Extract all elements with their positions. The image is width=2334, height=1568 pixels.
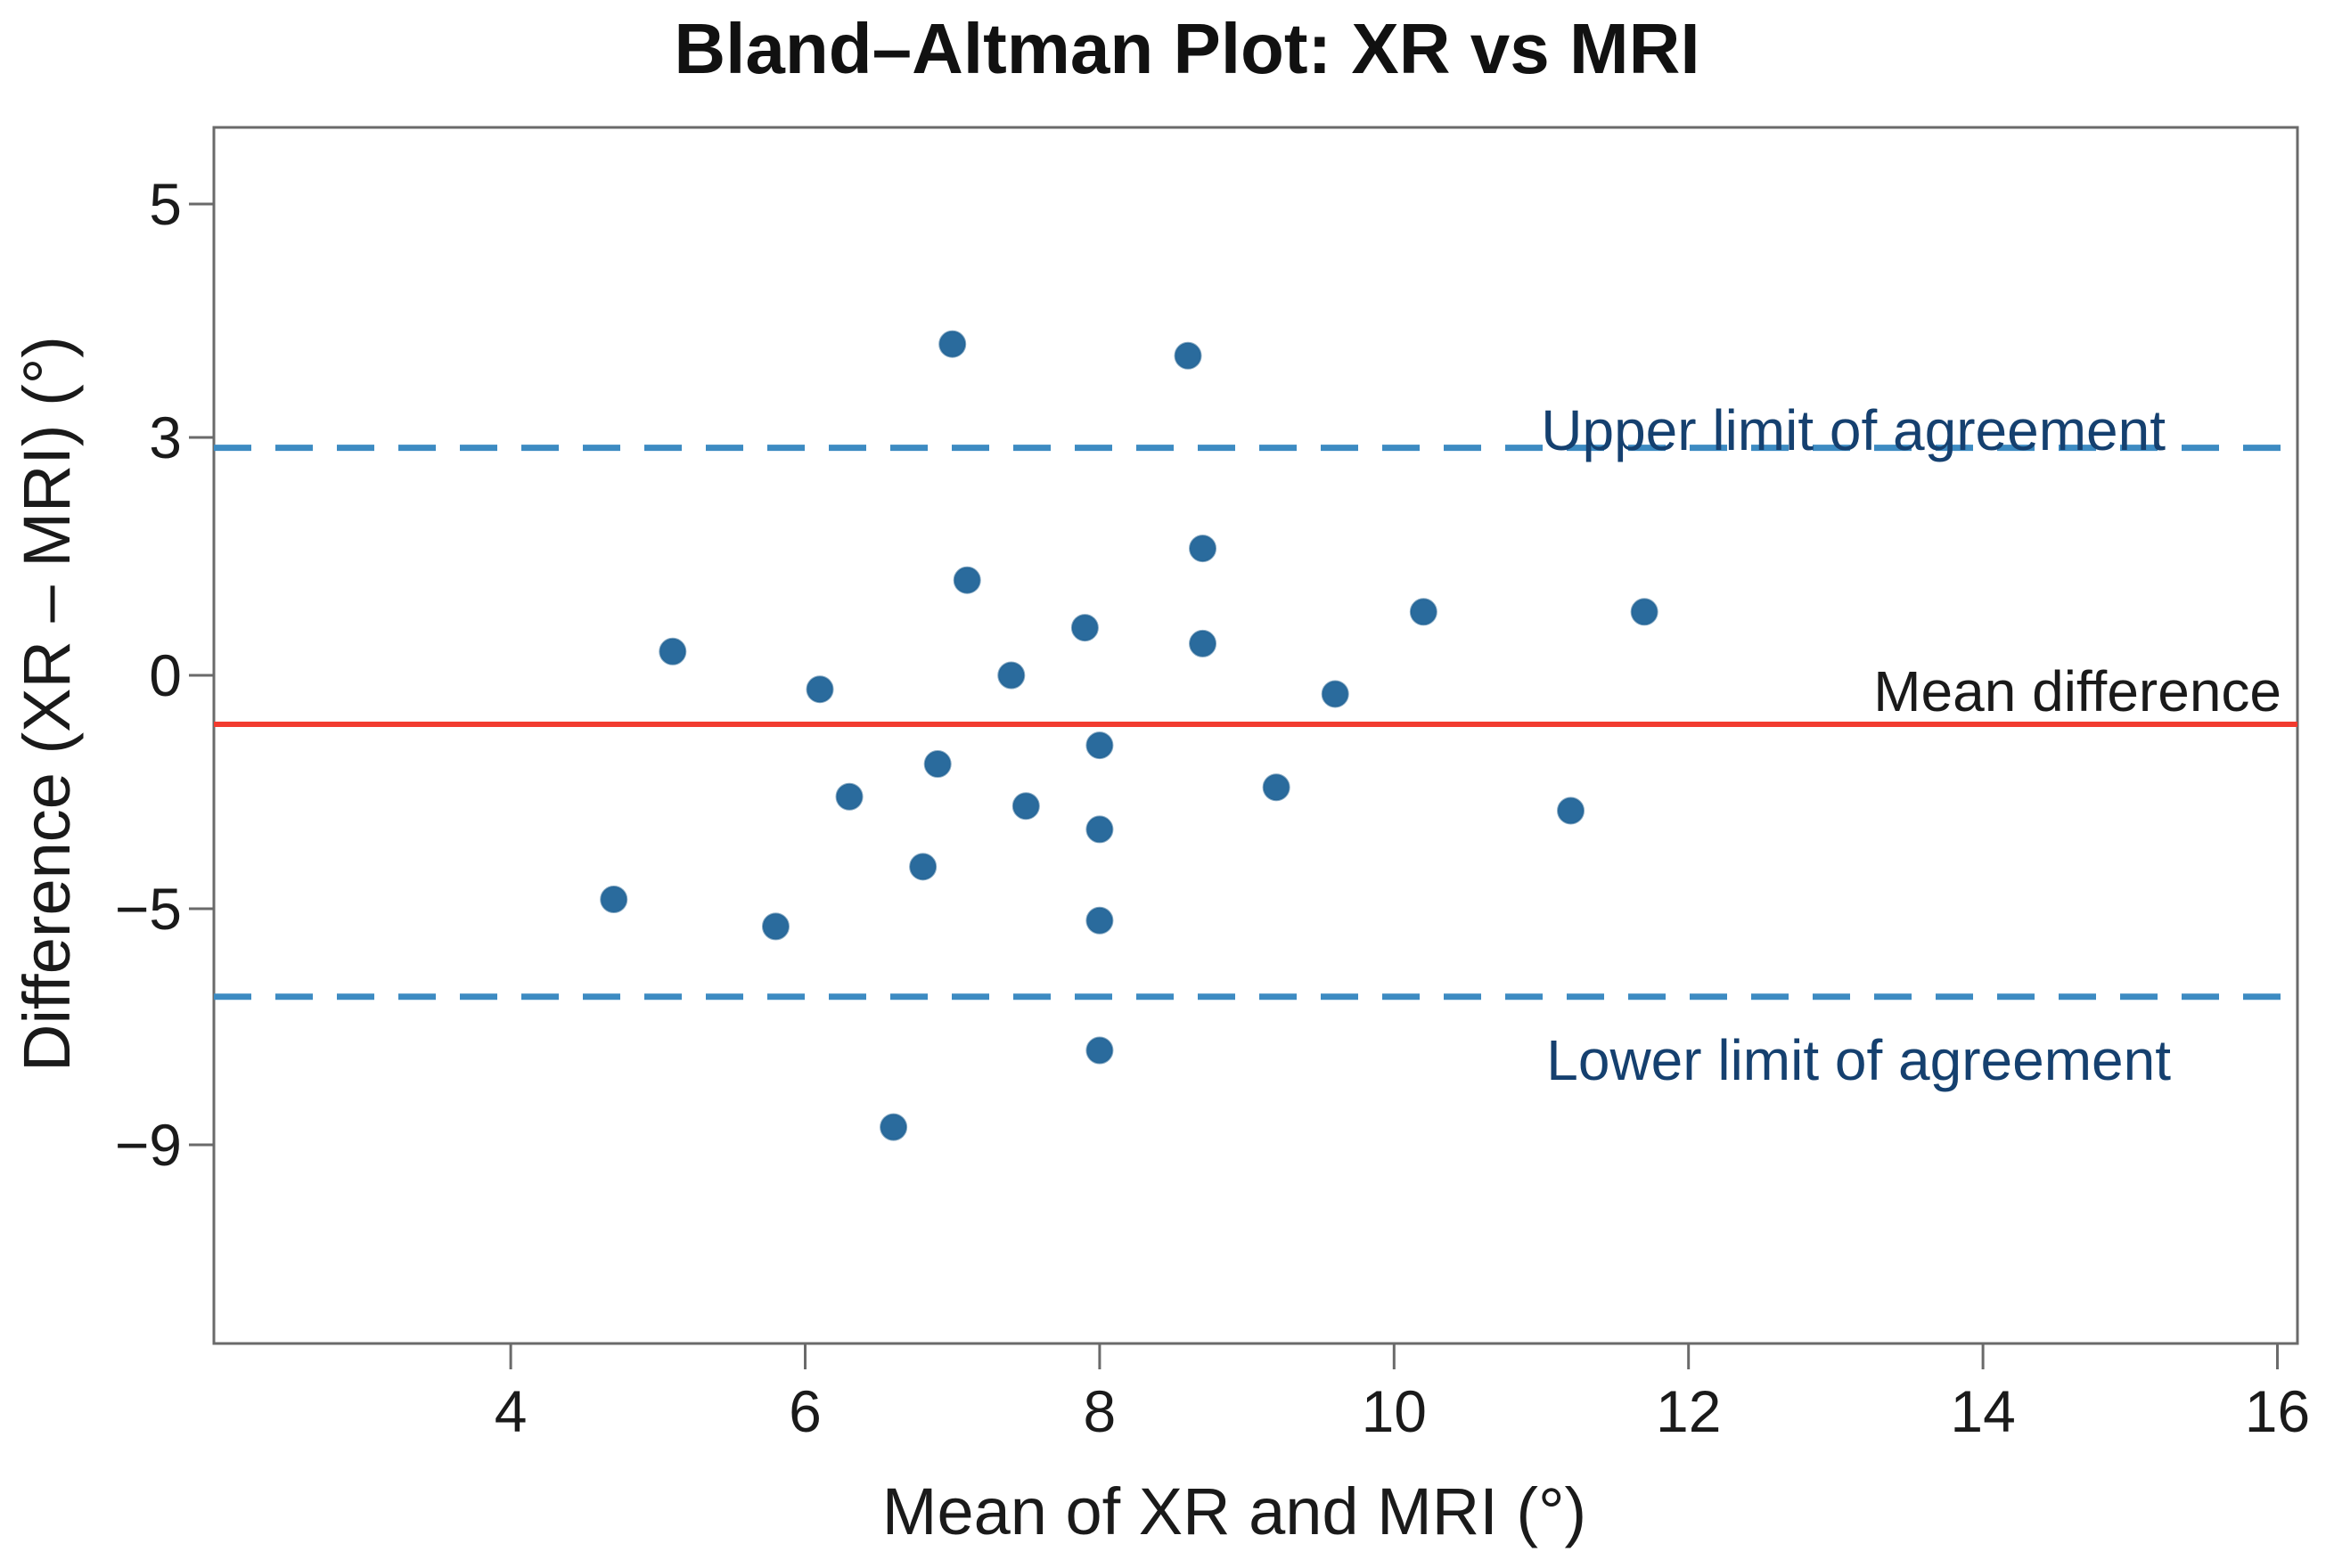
lower-loa-label: Lower limit of agreement	[1546, 1028, 2171, 1092]
data-point	[1085, 731, 1114, 760]
x-tick-label: 12	[1656, 1378, 1721, 1444]
x-axis-ticks: 4 6 8 10 12 14 16	[495, 1343, 2310, 1444]
y-tick-label: 3	[149, 404, 182, 470]
x-tick-label: 4	[495, 1378, 528, 1444]
y-axis-title: Difference (XR – MRI) (°)	[10, 336, 84, 1072]
data-point	[806, 675, 834, 704]
data-point	[938, 330, 967, 358]
data-point	[1011, 792, 1040, 821]
x-axis-title: Mean of XR and MRI (°)	[882, 1474, 1586, 1548]
data-point	[1630, 598, 1658, 626]
data-point	[997, 661, 1026, 690]
data-point	[1262, 773, 1290, 802]
scatter-points	[600, 330, 1658, 1141]
data-point	[923, 750, 952, 779]
y-tick-label: −5	[115, 876, 182, 942]
data-point	[1189, 629, 1217, 657]
data-point	[1085, 906, 1114, 935]
y-axis-ticks: 5 3 0 −5 −9	[115, 171, 214, 1178]
chart-title: Bland–Altman Plot: XR vs MRI	[674, 9, 1699, 88]
x-tick-label: 16	[2245, 1378, 2310, 1444]
upper-loa-label: Upper limit of agreement	[1541, 398, 2166, 462]
data-point	[1070, 614, 1099, 642]
data-point	[1321, 680, 1349, 708]
data-point	[1085, 1036, 1114, 1065]
data-point	[880, 1113, 908, 1141]
data-point	[659, 637, 687, 666]
x-tick-label: 14	[1950, 1378, 2015, 1444]
data-point	[835, 782, 864, 811]
y-tick-label: −9	[115, 1112, 182, 1178]
data-point	[1174, 341, 1202, 370]
y-tick-label: 5	[149, 171, 182, 237]
plot-border	[212, 126, 2299, 1345]
data-point	[1189, 535, 1217, 563]
reference-lines	[214, 445, 2297, 1000]
data-point	[600, 886, 628, 914]
data-point	[953, 566, 981, 594]
x-tick-label: 10	[1362, 1378, 1427, 1444]
y-tick-label: 0	[149, 642, 182, 708]
data-point	[1557, 796, 1585, 825]
data-point	[761, 912, 790, 941]
x-tick-label: 8	[1084, 1378, 1117, 1444]
data-point	[1409, 598, 1437, 626]
data-point	[1085, 815, 1114, 844]
x-tick-label: 6	[789, 1378, 822, 1444]
data-point	[909, 853, 938, 881]
mean-difference-label: Mean difference	[1873, 659, 2281, 723]
